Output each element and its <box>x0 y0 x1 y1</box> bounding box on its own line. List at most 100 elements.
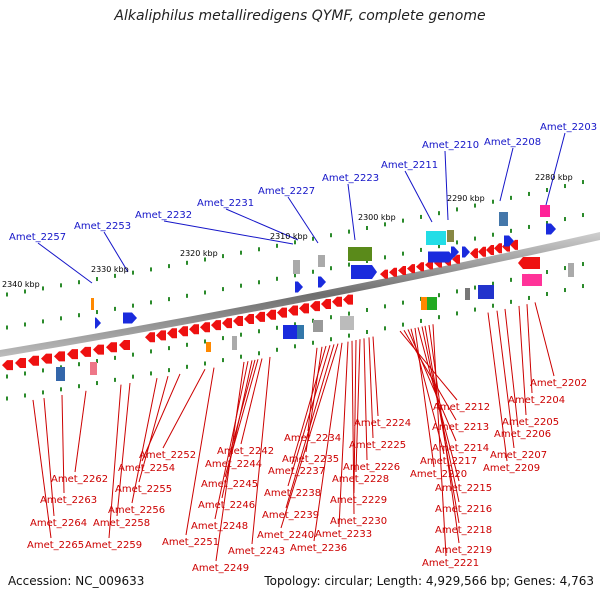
gene-label[interactable]: Amet_2264 <box>30 518 87 529</box>
reverse-connector <box>251 356 271 545</box>
gene-label[interactable]: Amet_2207 <box>490 450 547 461</box>
gene-label[interactable]: Amet_2251 <box>162 537 219 548</box>
gene-label[interactable]: Amet_2231 <box>197 198 254 209</box>
gene-label[interactable]: Amet_2257 <box>9 232 66 243</box>
track-tick <box>96 359 98 364</box>
gene-label[interactable]: Amet_2216 <box>435 504 492 515</box>
kbp-2300: 2300 kbp <box>358 213 396 222</box>
reverse-connector <box>131 378 158 504</box>
track-tick <box>132 352 134 357</box>
gene-block <box>56 367 65 381</box>
track-tick <box>402 218 404 223</box>
gene-label[interactable]: Amet_2213 <box>432 422 489 433</box>
reverse-connector <box>43 398 55 517</box>
track-tick <box>204 257 206 262</box>
gene-label[interactable]: Amet_2214 <box>432 443 489 454</box>
gene-label[interactable]: Amet_2262 <box>51 474 108 485</box>
track-tick <box>384 326 386 331</box>
reverse-connector <box>313 342 343 542</box>
track-tick <box>6 374 8 379</box>
gene-label[interactable]: Amet_2234 <box>284 433 341 444</box>
gene-arrow <box>167 328 177 339</box>
gene-label[interactable]: Amet_2263 <box>40 495 97 506</box>
gene-block <box>568 263 574 277</box>
gene-label[interactable]: Amet_2204 <box>508 395 565 406</box>
gene-label[interactable]: Amet_2203 <box>540 122 597 133</box>
gene-arrow <box>462 246 470 258</box>
gene-label[interactable]: Amet_2226 <box>343 462 400 473</box>
gene-label[interactable]: Amet_2239 <box>262 510 319 521</box>
track-tick <box>546 188 548 193</box>
track-tick <box>384 304 386 309</box>
track-tick <box>276 276 278 281</box>
gene-arrow <box>428 251 454 263</box>
gene-label[interactable]: Amet_2249 <box>192 563 249 574</box>
gene-label[interactable]: Amet_2217 <box>420 456 477 467</box>
gene-label[interactable]: Amet_2211 <box>381 160 438 171</box>
gene-label[interactable]: Amet_2212 <box>433 402 490 413</box>
gene-label[interactable]: Amet_2252 <box>139 450 196 461</box>
gene-label[interactable]: Amet_2229 <box>330 495 387 506</box>
gene-label[interactable]: Amet_2210 <box>422 140 479 151</box>
track-tick <box>24 371 26 376</box>
gene-label[interactable]: Amet_2233 <box>315 529 372 540</box>
gene-label[interactable]: Amet_2205 <box>502 417 559 428</box>
track-tick <box>186 342 188 347</box>
gene-label[interactable]: Amet_2209 <box>483 463 540 474</box>
gene-label[interactable]: Amet_2242 <box>217 446 274 457</box>
track-tick <box>294 322 296 327</box>
gene-label[interactable]: Amet_2253 <box>74 221 131 232</box>
gene-label[interactable]: Amet_2254 <box>118 463 175 474</box>
gene-label[interactable]: Amet_2224 <box>354 418 411 429</box>
gene-label[interactable]: Amet_2258 <box>93 518 150 529</box>
gene-label[interactable]: Amet_2236 <box>290 543 347 554</box>
gene-label[interactable]: Amet_2228 <box>332 474 389 485</box>
gene-label[interactable]: Amet_2227 <box>258 186 315 197</box>
track-tick <box>438 315 440 320</box>
gene-label[interactable]: Amet_2232 <box>135 210 192 221</box>
gene-label[interactable]: Amet_2237 <box>268 466 325 477</box>
gene-label[interactable]: Amet_2240 <box>257 530 314 541</box>
gene-arrow <box>211 320 221 331</box>
gene-label[interactable]: Amet_2218 <box>435 525 492 536</box>
track-tick <box>474 236 476 241</box>
gene-label[interactable]: Amet_2246 <box>198 500 255 511</box>
gene-label[interactable]: Amet_2245 <box>201 479 258 490</box>
track-tick <box>456 240 458 245</box>
track-tick <box>132 374 134 379</box>
reverse-connector <box>108 384 122 539</box>
gene-label[interactable]: Amet_2225 <box>349 440 406 451</box>
track-tick <box>510 277 512 282</box>
reverse-connector <box>185 367 215 536</box>
track-tick <box>366 329 368 334</box>
gene-label[interactable]: Amet_2265 <box>27 540 84 551</box>
gene-label[interactable]: Amet_2255 <box>115 484 172 495</box>
forward-connector <box>163 220 294 245</box>
track-tick <box>42 319 44 324</box>
gene-arrow <box>54 351 65 362</box>
gene-label[interactable]: Amet_2219 <box>435 545 492 556</box>
gene-label[interactable]: Amet_2244 <box>205 459 262 470</box>
gene-arrow <box>255 311 265 322</box>
kbp-2290: 2290 kbp <box>447 194 485 203</box>
gene-block <box>522 274 542 286</box>
track-tick <box>240 332 242 337</box>
gene-label[interactable]: Amet_2238 <box>264 488 321 499</box>
gene-label[interactable]: Amet_2208 <box>484 137 541 148</box>
gene-label[interactable]: Amet_2256 <box>108 505 165 516</box>
gene-label[interactable]: Amet_2230 <box>330 516 387 527</box>
gene-label[interactable]: Amet_2243 <box>228 546 285 557</box>
gene-label[interactable]: Amet_2220 <box>410 469 467 480</box>
track-tick <box>492 281 494 286</box>
track-tick <box>96 381 98 386</box>
gene-label[interactable]: Amet_2248 <box>191 521 248 532</box>
gene-label[interactable]: Amet_2215 <box>435 483 492 494</box>
gene-label[interactable]: Amet_2206 <box>494 429 551 440</box>
gene-label[interactable]: Amet_2202 <box>530 378 587 389</box>
gene-label[interactable]: Amet_2259 <box>85 540 142 551</box>
track-tick <box>456 207 458 212</box>
gene-label[interactable]: Amet_2235 <box>282 454 339 465</box>
gene-label[interactable]: Amet_2221 <box>422 558 479 569</box>
gene-label[interactable]: Amet_2223 <box>322 173 379 184</box>
